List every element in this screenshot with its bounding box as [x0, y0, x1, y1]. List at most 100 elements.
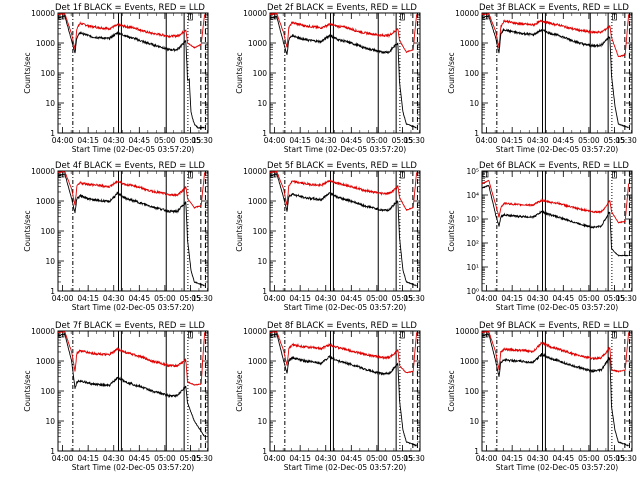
y-tick-label: 10000 [243, 167, 267, 176]
y-axis-label: Counts/sec [23, 210, 32, 251]
events-series-line [57, 173, 205, 287]
corner-box [188, 13, 193, 21]
lld-series-line [57, 170, 206, 209]
x-tick-label: 04:30 [315, 294, 337, 303]
x-tick-label: 05:30 [403, 136, 425, 145]
events-series-line [269, 173, 417, 287]
x-tick-label: 04:30 [527, 294, 549, 303]
y-tick-label: 10 [469, 99, 479, 108]
panel-title: Det 8f BLACK = Events, RED = LLD [267, 321, 417, 331]
panel-title: Det 7f BLACK = Events, RED = LLD [55, 321, 205, 331]
corner-box [400, 171, 405, 179]
y-tick-label: 100 [41, 69, 56, 78]
x-tick-label: 04:00 [264, 294, 286, 303]
y-tick-label: 10² [466, 239, 479, 248]
x-tick-label: 05:15 [392, 294, 414, 303]
y-axis-label: Counts/sec [23, 370, 32, 411]
y-tick-label: 10000 [31, 9, 55, 18]
x-tick-label: 04:45 [340, 136, 362, 145]
plot-frame [57, 330, 209, 452]
y-tick-label: 1 [474, 129, 479, 138]
y-axis-label: Counts/sec [235, 370, 244, 411]
x-axis-label: Start Time (02-Dec-05 03:57:20) [496, 463, 618, 472]
x-axis-label: Start Time (02-Dec-05 03:57:20) [72, 463, 194, 472]
x-tick-label: 04:45 [128, 294, 150, 303]
y-tick-label: 10000 [31, 327, 55, 336]
y-tick-label: 1 [262, 287, 267, 296]
corner-box [612, 13, 617, 21]
x-tick-label: 04:00 [52, 136, 74, 145]
y-tick-label: 100 [41, 227, 56, 236]
y-tick-label: 10000 [455, 9, 479, 18]
y-tick-label: 10³ [466, 215, 479, 224]
y-tick-label: 10⁴ [466, 191, 479, 200]
detector-panel: Det 5f BLACK = Events, RED = LLD 1 10 100 10… [235, 161, 425, 312]
plot-frame [269, 12, 421, 134]
x-axis-label: Start Time (02-Dec-05 03:57:20) [496, 145, 618, 154]
events-series-line [270, 15, 417, 129]
panel-title: Det 3f BLACK = Events, RED = LLD [479, 3, 629, 13]
x-tick-label: 04:45 [128, 454, 150, 463]
x-tick-label: 04:30 [527, 136, 549, 145]
y-axis-label: Counts/sec [235, 210, 244, 251]
detector-panel: Det 3f BLACK = Events, RED = LLD 1 10 100 10… [447, 3, 637, 154]
x-tick-label: 04:15 [77, 294, 99, 303]
y-tick-label: 1000 [36, 39, 55, 48]
x-tick-label: 04:00 [264, 136, 286, 145]
x-tick-label: 05:15 [180, 294, 202, 303]
panel-title: Det 5f BLACK = Events, RED = LLD [267, 161, 417, 171]
detector-panel: Det 1f BLACK = Events, RED = LLD 1 10 100 10… [23, 3, 213, 154]
x-tick-label: 05:15 [604, 136, 626, 145]
lld-series-line [57, 13, 206, 50]
panel-title: Det 1f BLACK = Events, RED = LLD [55, 3, 205, 13]
x-tick-label: 05:00 [366, 294, 388, 303]
panel-title: Det 9f BLACK = Events, RED = LLD [479, 321, 629, 331]
y-axis-label: Counts/sec [447, 210, 456, 251]
x-tick-label: 05:15 [604, 294, 626, 303]
x-tick-label: 04:00 [264, 454, 286, 463]
y-tick-label: 100 [41, 387, 56, 396]
lld-series-line [481, 330, 630, 373]
x-axis-label: Start Time (02-Dec-05 03:57:20) [72, 303, 194, 312]
x-tick-label: 04:45 [552, 136, 574, 145]
y-tick-label: 10 [45, 99, 55, 108]
x-tick-label: 04:00 [476, 136, 498, 145]
lld-series-line [269, 170, 418, 211]
x-tick-label: 05:30 [615, 294, 637, 303]
events-series-line [481, 184, 629, 257]
y-tick-label: 10 [257, 257, 267, 266]
x-tick-label: 05:30 [615, 454, 637, 463]
detector-panel: Det 2f BLACK = Events, RED = LLD 1 10 100 10… [235, 3, 425, 154]
x-tick-label: 04:00 [476, 454, 498, 463]
y-tick-label: 1 [262, 129, 267, 138]
plot-frame [481, 12, 633, 134]
x-tick-label: 04:30 [315, 454, 337, 463]
x-axis-label: Start Time (02-Dec-05 03:57:20) [284, 145, 406, 154]
panel-title: Det 4f BLACK = Events, RED = LLD [55, 161, 205, 171]
x-tick-label: 05:00 [578, 136, 600, 145]
y-tick-label: 10000 [243, 9, 267, 18]
x-tick-label: 04:45 [340, 294, 362, 303]
lld-series-line [269, 12, 418, 54]
corner-box [482, 171, 489, 178]
x-axis-label: Start Time (02-Dec-05 03:57:20) [496, 303, 618, 312]
y-tick-label: 10 [257, 99, 267, 108]
y-tick-label: 1000 [36, 357, 55, 366]
plot-frame [481, 170, 633, 292]
events-series-line [269, 332, 417, 447]
corner-box [612, 331, 617, 339]
y-tick-label: 10 [45, 417, 55, 426]
y-tick-label: 1000 [36, 197, 55, 206]
detector-panel: Det 6f BLACK = Events, RED = LLD 10⁰ 10¹ 10… [447, 161, 637, 312]
y-tick-label: 1 [50, 447, 55, 456]
y-tick-label: 1 [50, 129, 55, 138]
x-tick-label: 04:30 [315, 136, 337, 145]
y-tick-label: 10⁰ [466, 287, 479, 296]
x-tick-label: 05:30 [191, 136, 213, 145]
y-tick-label: 1000 [460, 39, 479, 48]
x-tick-label: 05:15 [180, 454, 202, 463]
x-axis-label: Start Time (02-Dec-05 03:57:20) [284, 463, 406, 472]
y-tick-label: 10¹ [466, 263, 479, 272]
x-tick-label: 05:00 [366, 136, 388, 145]
